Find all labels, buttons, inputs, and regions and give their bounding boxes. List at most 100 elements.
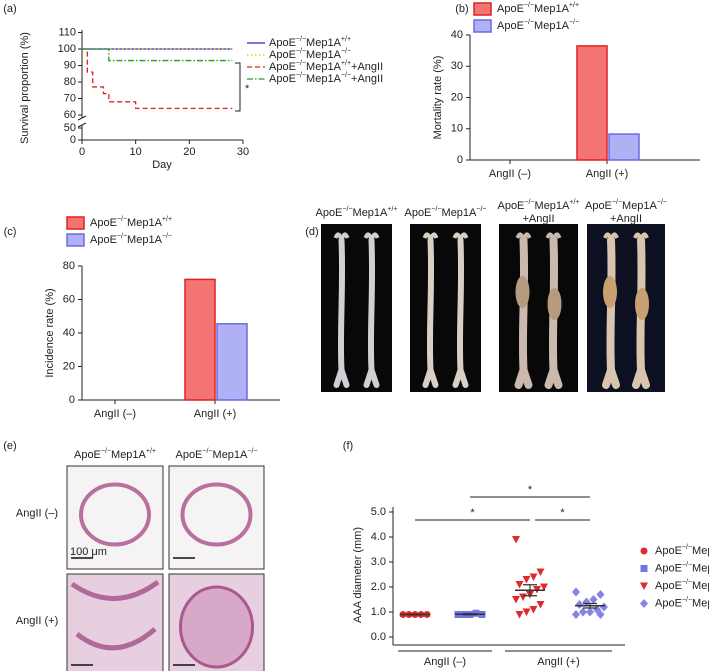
y-axis-label: AAA diameter (mm) — [352, 527, 364, 623]
group-label: AngII (+) — [537, 656, 580, 668]
legend-swatch — [473, 19, 492, 33]
photo-column-label: ApoE−/−Mep1A+/+ — [497, 199, 579, 212]
vessel-section — [180, 482, 253, 547]
y-axis-label: Incidence rate (%) — [44, 288, 56, 377]
legend-marker — [640, 599, 648, 608]
aorta — [514, 236, 533, 389]
data-point — [522, 576, 531, 584]
sem-bar — [523, 584, 537, 597]
y-tick-label: 0 — [457, 154, 463, 166]
data-point — [586, 607, 594, 617]
panel-label: (a) — [3, 3, 16, 15]
axis-break — [77, 122, 87, 128]
panel-label: (d) — [305, 226, 318, 238]
y-tick-label: 0 — [70, 134, 76, 146]
aneurysm — [603, 276, 617, 308]
significance-mark: * — [528, 484, 533, 496]
legend-label: ApoE−/−Mep1A+/+ — [497, 2, 579, 15]
data-point — [536, 568, 545, 576]
x-tick-label: AngII (+) — [194, 408, 237, 420]
data-point — [589, 595, 598, 604]
data-point — [536, 601, 545, 609]
data-point — [512, 596, 520, 604]
y-tick-label: 3.0 — [371, 556, 386, 568]
legend-swatch — [66, 233, 85, 247]
survival-line — [82, 48, 233, 110]
data-point — [529, 606, 538, 614]
sem-bar — [408, 613, 422, 616]
photo-column-label: +AngII — [610, 213, 642, 225]
panel-label: (c) — [4, 226, 17, 238]
x-axis-label: Day — [152, 159, 172, 171]
bar — [608, 133, 640, 161]
y-tick-label: 2.0 — [371, 581, 386, 593]
y-tick-label: 0 — [69, 394, 75, 406]
histology-row-label: AngII (–) — [16, 507, 58, 519]
photo-column-label: +AngII — [522, 213, 554, 225]
sem-bar — [463, 613, 477, 616]
aorta-photo — [499, 224, 578, 392]
legend-marker — [640, 547, 648, 555]
significance-mark: * — [560, 507, 565, 519]
y-tick-label: 40 — [63, 327, 75, 339]
significance-mark: * — [245, 83, 250, 95]
vessel-section — [79, 482, 151, 547]
data-point — [522, 608, 531, 616]
aneurysm — [515, 276, 530, 308]
legend-label: ApoE−/−Mep1A−/− — [497, 19, 579, 32]
aorta-photo — [587, 224, 665, 392]
panel-label: (f) — [343, 440, 353, 452]
y-tick-label: 5.0 — [371, 506, 386, 518]
aneurysm — [635, 288, 649, 320]
y-tick-label: 60 — [64, 109, 76, 121]
aorta — [422, 237, 439, 388]
x-tick-label: 30 — [237, 146, 249, 158]
photo-column-label: ApoE−/−Mep1A+/+ — [315, 206, 397, 219]
aorta — [333, 237, 350, 388]
x-tick-label: AngII (–) — [489, 168, 531, 180]
y-tick-label: 100 — [58, 43, 76, 55]
y-tick-label: 10 — [451, 123, 463, 135]
photo-column-label: ApoE−/−Mep1A−/− — [404, 206, 486, 219]
panel-label: (b) — [455, 3, 468, 15]
legend-label: ApoE−/−Mep1A−/− — [269, 48, 351, 61]
aorta-photo — [321, 224, 392, 392]
aorta — [452, 237, 469, 388]
legend-label: ApoE−/−Mep1A−/− — [90, 233, 172, 246]
legend-marker — [640, 565, 648, 572]
aorta — [363, 237, 380, 388]
legend-label: ApoE−/−Mep1A+/++AngII — [655, 579, 709, 592]
legend-label: ApoE−/−Mep1A+/+ — [90, 216, 172, 229]
data-point — [575, 600, 584, 609]
axis-break — [77, 115, 87, 121]
photo-column-label: ApoE−/−Mep1A−/− — [585, 199, 667, 212]
data-point — [512, 536, 520, 544]
y-axis-label: Mortality rate (%) — [432, 56, 444, 140]
y-tick-label: 20 — [63, 360, 75, 372]
x-tick-label: AngII (+) — [586, 168, 629, 180]
y-axis-label: Survival proportion (%) — [19, 32, 31, 144]
sem-bar — [583, 602, 597, 609]
significance-mark: * — [470, 507, 475, 519]
y-tick-label: 1.0 — [371, 606, 386, 618]
y-tick-label: 70 — [64, 92, 76, 104]
data-point — [582, 597, 591, 607]
y-tick-label: 50 — [64, 122, 76, 134]
legend-label: ApoE−/−Mep1A+/+ — [269, 36, 351, 49]
histology-image — [168, 465, 265, 570]
group-label: AngII (–) — [424, 656, 466, 668]
y-tick-label: 110 — [58, 26, 76, 38]
y-tick-label: 40 — [451, 29, 463, 41]
significance-bracket — [235, 62, 241, 112]
data-point — [515, 581, 524, 589]
data-point — [579, 607, 587, 617]
panel-label: (e) — [3, 440, 16, 452]
bar — [216, 323, 248, 401]
y-tick-label: 30 — [451, 60, 463, 72]
histology-column-label: ApoE−/−Mep1A−/− — [175, 448, 257, 461]
histology-row-label: AngII (+) — [16, 615, 59, 627]
y-tick-label: 0.0 — [371, 631, 386, 643]
y-tick-label: 20 — [451, 91, 463, 103]
aorta — [602, 236, 620, 389]
